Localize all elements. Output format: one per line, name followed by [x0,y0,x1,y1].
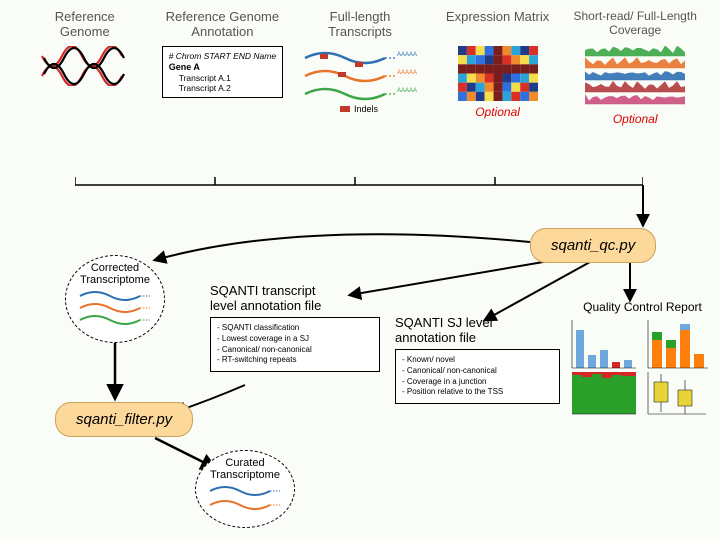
input-title: Short-read/ Full-Length Coverage [573,10,696,40]
sj-anno-title: SQANTI SJ level annotation file [395,315,560,345]
pill-label: sqanti_filter.py [76,411,172,428]
transcript-anno-title: SQANTI transcript level annotation file [210,283,380,313]
optional-label: Optional [475,105,520,119]
sqanti-qc-pill: sqanti_qc.py [530,228,656,263]
list-item: - Known/ novel [402,355,553,366]
list-item: - Canonical/ non-canonical [217,345,373,356]
dna-helix-icon [40,46,130,86]
heatmap-icon [458,46,538,101]
input-title: Full-length Transcripts [328,10,392,40]
transcript-waves-icon: AAAAA AAAAA AAAAA Indels [300,46,420,116]
anno-tx: Transcript A.1 [169,73,276,83]
list-item: - Position relative to the TSS [402,387,553,398]
svg-text:AAAAA: AAAAA [397,52,417,58]
input-coverage: Short-read/ Full-Length Coverage Optiona… [570,10,700,126]
corrected-transcriptome-circle: Corrected Transcriptome [65,255,165,343]
annotation-box: # Chrom START END Name Gene A Transcript… [162,46,283,98]
coverage-tracks-icon [585,46,685,108]
sqanti-filter-pill: sqanti_filter.py [55,402,193,437]
qc-report-block: Quality Control Report [570,300,715,424]
input-title: Reference Genome Annotation [166,10,279,40]
input-annotation: Reference Genome Annotation # Chrom STAR… [158,10,288,98]
circle-label: Curated Transcriptome [200,457,290,481]
anno-header: # Chrom START END Name [169,51,276,61]
sj-anno-block: SQANTI SJ level annotation file - Known/… [395,315,560,404]
svg-text:AAAAA: AAAAA [397,70,417,76]
optional-label: Optional [613,112,658,126]
input-expression-matrix: Expression Matrix Optional [433,10,563,119]
list-item: - Canonical/ non-canonical [402,366,553,377]
circle-label: Corrected Transcriptome [70,262,160,286]
input-reference-genome: Reference Genome [20,10,150,86]
input-merge-line [75,175,643,187]
list-item: - Lowest coverage in a SJ [217,334,373,345]
input-transcripts: Full-length Transcripts AAAAA AAAAA AAAA… [295,10,425,116]
svg-text:AAAAA: AAAAA [397,88,417,94]
indels-label: Indels [354,104,379,114]
list-item: - SQANTI classification [217,323,373,334]
input-title: Reference Genome [55,10,115,40]
anno-gene: Gene A [169,62,276,73]
mini-waves-icon [75,286,155,326]
sj-anno-list: - Known/ novel - Canonical/ non-canonica… [395,349,560,404]
qc-report-charts-icon [570,314,713,419]
curated-transcriptome-circle: Curated Transcriptome [195,450,295,528]
transcript-anno-list: - SQANTI classification - Lowest coverag… [210,317,380,372]
input-row: Reference Genome Reference Genome Annota… [0,0,720,126]
transcript-anno-block: SQANTI transcript level annotation file … [210,283,380,372]
list-item: - Coverage in a junction [402,377,553,388]
pill-label: sqanti_qc.py [551,237,635,254]
mini-waves-icon [205,481,285,513]
anno-tx: Transcript A.2 [169,83,276,93]
list-item: - RT-switching repeats [217,355,373,366]
qc-report-title: Quality Control Report [570,300,715,314]
input-title: Expression Matrix [446,10,549,40]
